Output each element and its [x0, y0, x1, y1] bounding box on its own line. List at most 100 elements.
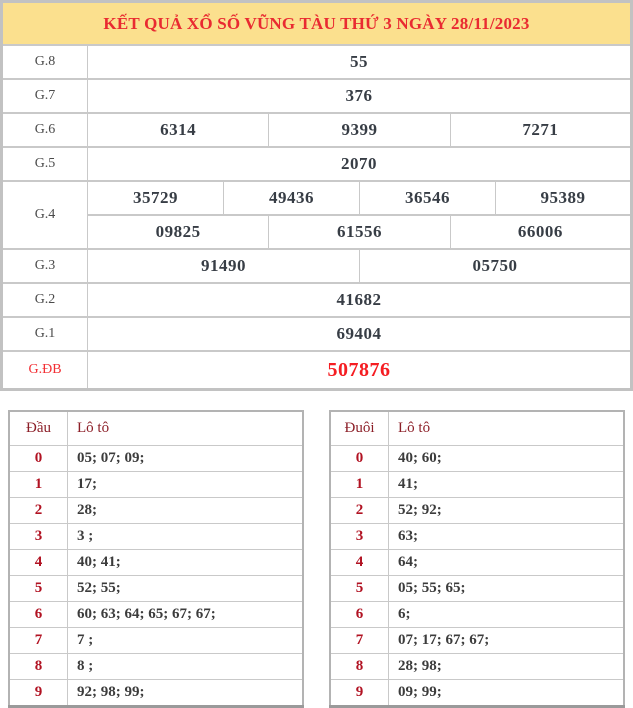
loto-row: 3 63;: [329, 523, 625, 550]
title-row: KẾT QUẢ XỔ SỐ VŨNG TÀU THỨ 3 NGÀY 28/11/…: [1, 0, 632, 46]
loto-digit: 9: [329, 679, 389, 707]
loto-digit: 4: [8, 549, 68, 576]
loto-row: 0 40; 60;: [329, 445, 625, 472]
prize-value: 69404: [87, 316, 632, 352]
page-title: KẾT QUẢ XỔ SỐ VŨNG TÀU THỨ 3 NGÀY 28/11/…: [1, 0, 632, 46]
prize-row: G.6 6314 9399 7271: [1, 112, 633, 148]
duoi-table-body: 0 40; 60; 1 41; 2 52; 92; 3 63; 4 64; 5 05; 55; 65;…: [329, 445, 625, 707]
loto-row: 9 09; 99;: [329, 679, 625, 707]
loto-values: 41;: [388, 471, 625, 498]
loto-digit: 9: [8, 679, 68, 707]
loto-row: 7 07; 17; 67; 67;: [329, 627, 625, 654]
prize-label: G.2: [1, 282, 88, 318]
loto-row: 8 28; 98;: [329, 653, 625, 680]
prize-row: G.2 41682: [1, 282, 632, 318]
prize-value: 49436: [222, 180, 360, 216]
prize-value: 41682: [87, 282, 632, 318]
loto-values: 05; 55; 65;: [388, 575, 625, 602]
loto-row: 4 40; 41;: [8, 549, 304, 576]
prize-table: KẾT QUẢ XỔ SỐ VŨNG TÀU THỨ 3 NGÀY 28/11/…: [0, 0, 633, 391]
prize-value: 05750: [358, 248, 633, 284]
dau-loto-header: Lô tô: [67, 410, 304, 446]
loto-row: 2 28;: [8, 497, 304, 524]
loto-values: 07; 17; 67; 67;: [388, 627, 625, 654]
prize-value: 2070: [87, 146, 632, 182]
prize-value: 91490: [87, 248, 360, 284]
loto-values: 05; 07; 09;: [67, 445, 304, 472]
loto-digit: 8: [8, 653, 68, 680]
loto-digit: 8: [329, 653, 389, 680]
loto-values: 28; 98;: [388, 653, 625, 680]
prize-value: 6314: [86, 112, 270, 148]
prize-label: G.ĐB: [1, 350, 88, 391]
prize-row: G.8 55: [1, 44, 632, 80]
prize-value: 35729: [87, 180, 224, 216]
loto-values: 63;: [388, 523, 625, 550]
prize-row: G.3 91490 05750: [1, 248, 633, 284]
loto-row: 0 05; 07; 09;: [8, 445, 304, 472]
prize-value: 376: [87, 78, 632, 114]
dau-table-body: 0 05; 07; 09; 1 17; 2 28; 3 3 ; 4 40; 41; 5 52; 55;…: [8, 445, 304, 707]
loto-digit: 7: [329, 627, 389, 654]
duoi-header: Đuôi: [329, 410, 389, 446]
loto-digit: 5: [8, 575, 68, 602]
loto-digit: 2: [329, 497, 389, 524]
prize-row: G.7 376: [1, 78, 632, 114]
loto-values: 6;: [388, 601, 625, 628]
prize-table-body: G.8 55 G.7 376 G.6 6314 9399 7271 G.5 2070 G.4 3572…: [1, 44, 633, 391]
prize-label: G.7: [1, 78, 88, 114]
prize-row: G.5 2070: [1, 146, 632, 182]
loto-digit: 6: [329, 601, 389, 628]
prize-label: G.4: [1, 180, 88, 250]
loto-digit: 7: [8, 627, 68, 654]
loto-values: 3 ;: [67, 523, 304, 550]
loto-digit: 3: [8, 523, 68, 550]
loto-digit: 0: [8, 445, 68, 472]
prize-value: 66006: [449, 214, 633, 250]
loto-values: 92; 98; 99;: [67, 679, 304, 707]
loto-row: 1 17;: [8, 471, 304, 498]
loto-tables: Đầu Lô tô 0 05; 07; 09; 1 17; 2 28; 3 3 ; 4 40; 4…: [8, 410, 625, 708]
loto-values: 8 ;: [67, 653, 304, 680]
prize-value: 36546: [358, 180, 496, 216]
loto-values: 64;: [388, 549, 625, 576]
loto-values: 60; 63; 64; 65; 67; 67;: [67, 601, 304, 628]
prize-value: 61556: [268, 214, 451, 250]
prize-value: 9399: [268, 112, 451, 148]
loto-values: 40; 41;: [67, 549, 304, 576]
prize-value: 507876: [87, 350, 632, 391]
prize-row: 09825 61556 66006: [2, 214, 633, 250]
loto-digit: 2: [8, 497, 68, 524]
duoi-header-row: Đuôi Lô tô: [329, 410, 625, 446]
loto-values: 09; 99;: [388, 679, 625, 707]
loto-values: 7 ;: [67, 627, 304, 654]
loto-row: 6 60; 63; 64; 65; 67; 67;: [8, 601, 304, 628]
prize-row: G.1 69404: [1, 316, 632, 352]
prize-value: 55: [87, 44, 632, 80]
loto-row: 5 52; 55;: [8, 575, 304, 602]
prize-label: G.1: [1, 316, 88, 352]
loto-row: 1 41;: [329, 471, 625, 498]
prize-label: G.8: [1, 44, 88, 80]
prize-value: 95389: [494, 180, 633, 216]
loto-values: 28;: [67, 497, 304, 524]
prize-label: G.6: [1, 112, 88, 148]
loto-digit: 3: [329, 523, 389, 550]
loto-values: 52; 55;: [67, 575, 304, 602]
duoi-loto-header: Lô tô: [388, 410, 625, 446]
prize-value: 09825: [86, 214, 270, 250]
loto-values: 40; 60;: [388, 445, 625, 472]
dau-header-row: Đầu Lô tô: [8, 410, 304, 446]
loto-row: 4 64;: [329, 549, 625, 576]
duoi-loto-table: Đuôi Lô tô 0 40; 60; 1 41; 2 52; 92; 3 63; 4 64; 5…: [329, 410, 625, 708]
prize-label: G.3: [1, 248, 88, 284]
loto-digit: 0: [329, 445, 389, 472]
dau-header: Đầu: [8, 410, 68, 446]
prize-row: G.4 35729 49436 36546 95389: [1, 180, 633, 250]
dau-loto-table: Đầu Lô tô 0 05; 07; 09; 1 17; 2 28; 3 3 ; 4 40; 4…: [8, 410, 304, 708]
prize-row: G.ĐB 507876: [1, 350, 632, 391]
loto-digit: 4: [329, 549, 389, 576]
loto-row: 9 92; 98; 99;: [8, 679, 304, 707]
